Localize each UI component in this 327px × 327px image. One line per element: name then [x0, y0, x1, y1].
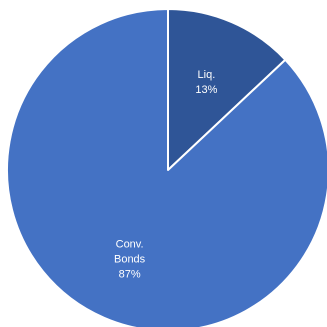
- pie-slice-value: 13%: [195, 84, 217, 96]
- pie-slice-category: Liq.: [198, 69, 216, 81]
- pie-slice-0: [167, 8, 287, 171]
- pie-labels: Liq. 13% Conv. Bonds 87%: [114, 69, 218, 281]
- pie-slice-1: [6, 8, 327, 327]
- pie-slice-label-1: Conv. Bonds 87%: [114, 239, 146, 281]
- pie-slice-value: 87%: [119, 269, 141, 281]
- pie-slice-label-0: Liq. 13%: [195, 69, 217, 96]
- pie-slices: [6, 8, 327, 327]
- pie-slice-category: Bonds: [114, 254, 146, 266]
- pie-slice-category: Conv.: [116, 239, 144, 251]
